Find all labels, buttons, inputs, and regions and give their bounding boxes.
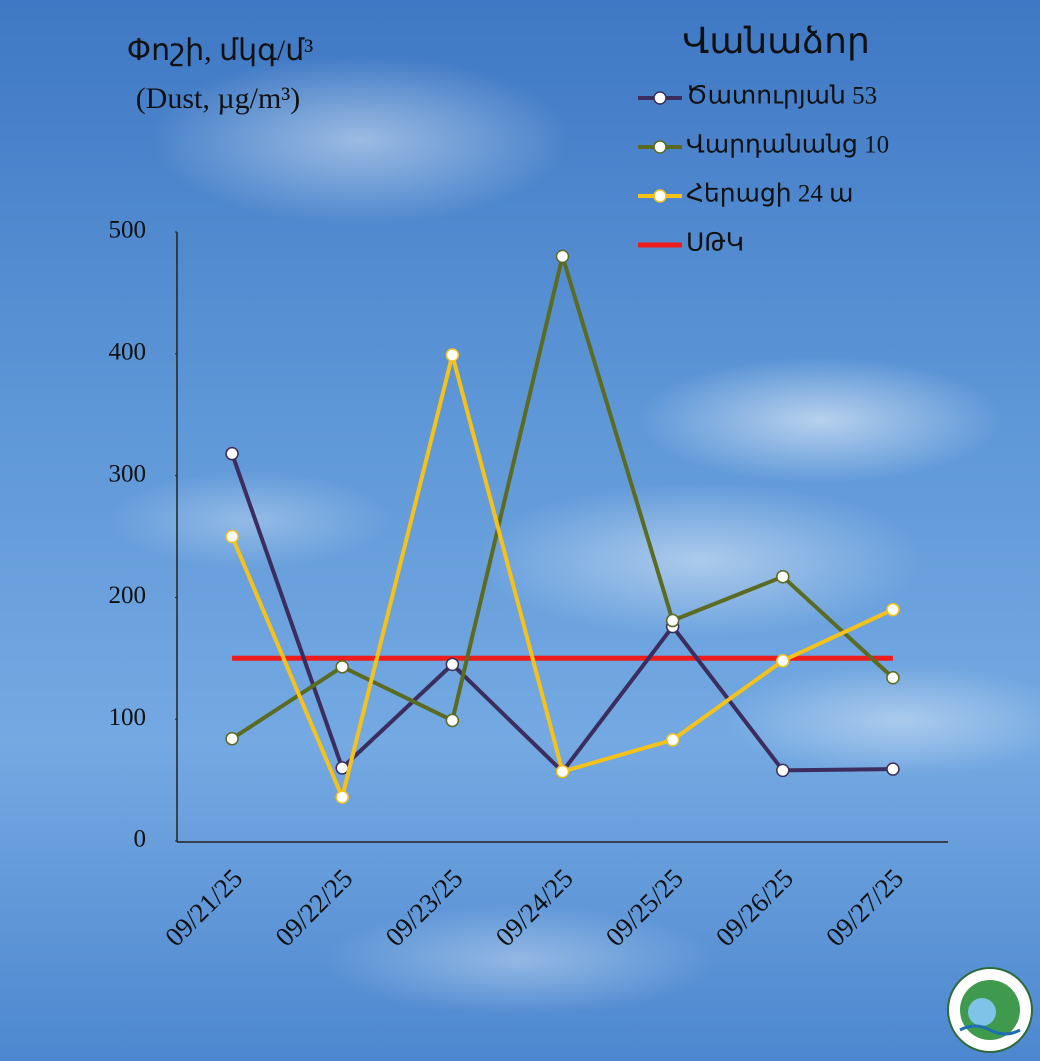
line	[230, 453, 893, 774]
point	[445, 348, 460, 362]
x-tick-label: 09/21/25	[159, 863, 248, 952]
legend-label: ՍԹԿ	[686, 230, 744, 257]
legend-marker	[653, 140, 667, 154]
y-tick-label: 100	[109, 704, 147, 731]
point	[445, 657, 460, 672]
point	[225, 529, 239, 544]
point	[225, 731, 239, 746]
x-tick-label: 09/25/25	[600, 863, 689, 952]
y-axis-label: Փոշի, մկգ/մ³	[127, 34, 313, 67]
x-tick-label: 09/22/25	[269, 863, 358, 952]
legend-label: Վարդանանց 10	[686, 132, 889, 159]
point	[776, 763, 790, 778]
point	[886, 762, 900, 776]
legend-marker	[653, 189, 667, 203]
point	[886, 671, 900, 685]
point	[665, 613, 680, 628]
x-tick-label: 09/24/25	[490, 863, 579, 952]
point	[225, 446, 239, 461]
y-axis-label: (Dust, µg/m³)	[136, 82, 301, 115]
legend-label: Հերացի 24 ա	[686, 181, 853, 208]
y-tick-label: 300	[109, 460, 147, 487]
y-tick-label: 400	[109, 339, 147, 366]
legend-label: Ծատուրյան 53	[686, 83, 877, 110]
y-tick-label: 200	[109, 582, 147, 609]
line	[230, 254, 895, 741]
x-tick-label: 09/27/25	[820, 863, 909, 952]
point	[886, 602, 900, 617]
point	[776, 569, 790, 584]
point	[555, 764, 570, 779]
point	[335, 790, 349, 804]
legend-title: Վանաձոր	[682, 21, 870, 61]
point	[335, 660, 349, 674]
point	[776, 653, 790, 668]
legend-marker	[653, 91, 667, 105]
point	[445, 713, 460, 728]
x-tick-label: 09/23/25	[379, 863, 468, 952]
point	[665, 733, 680, 747]
point	[555, 249, 570, 264]
x-tick-label: 09/26/25	[710, 863, 799, 952]
logo	[947, 967, 1033, 1053]
y-tick-label: 500	[109, 217, 147, 244]
y-tick-label: 0	[134, 826, 147, 853]
